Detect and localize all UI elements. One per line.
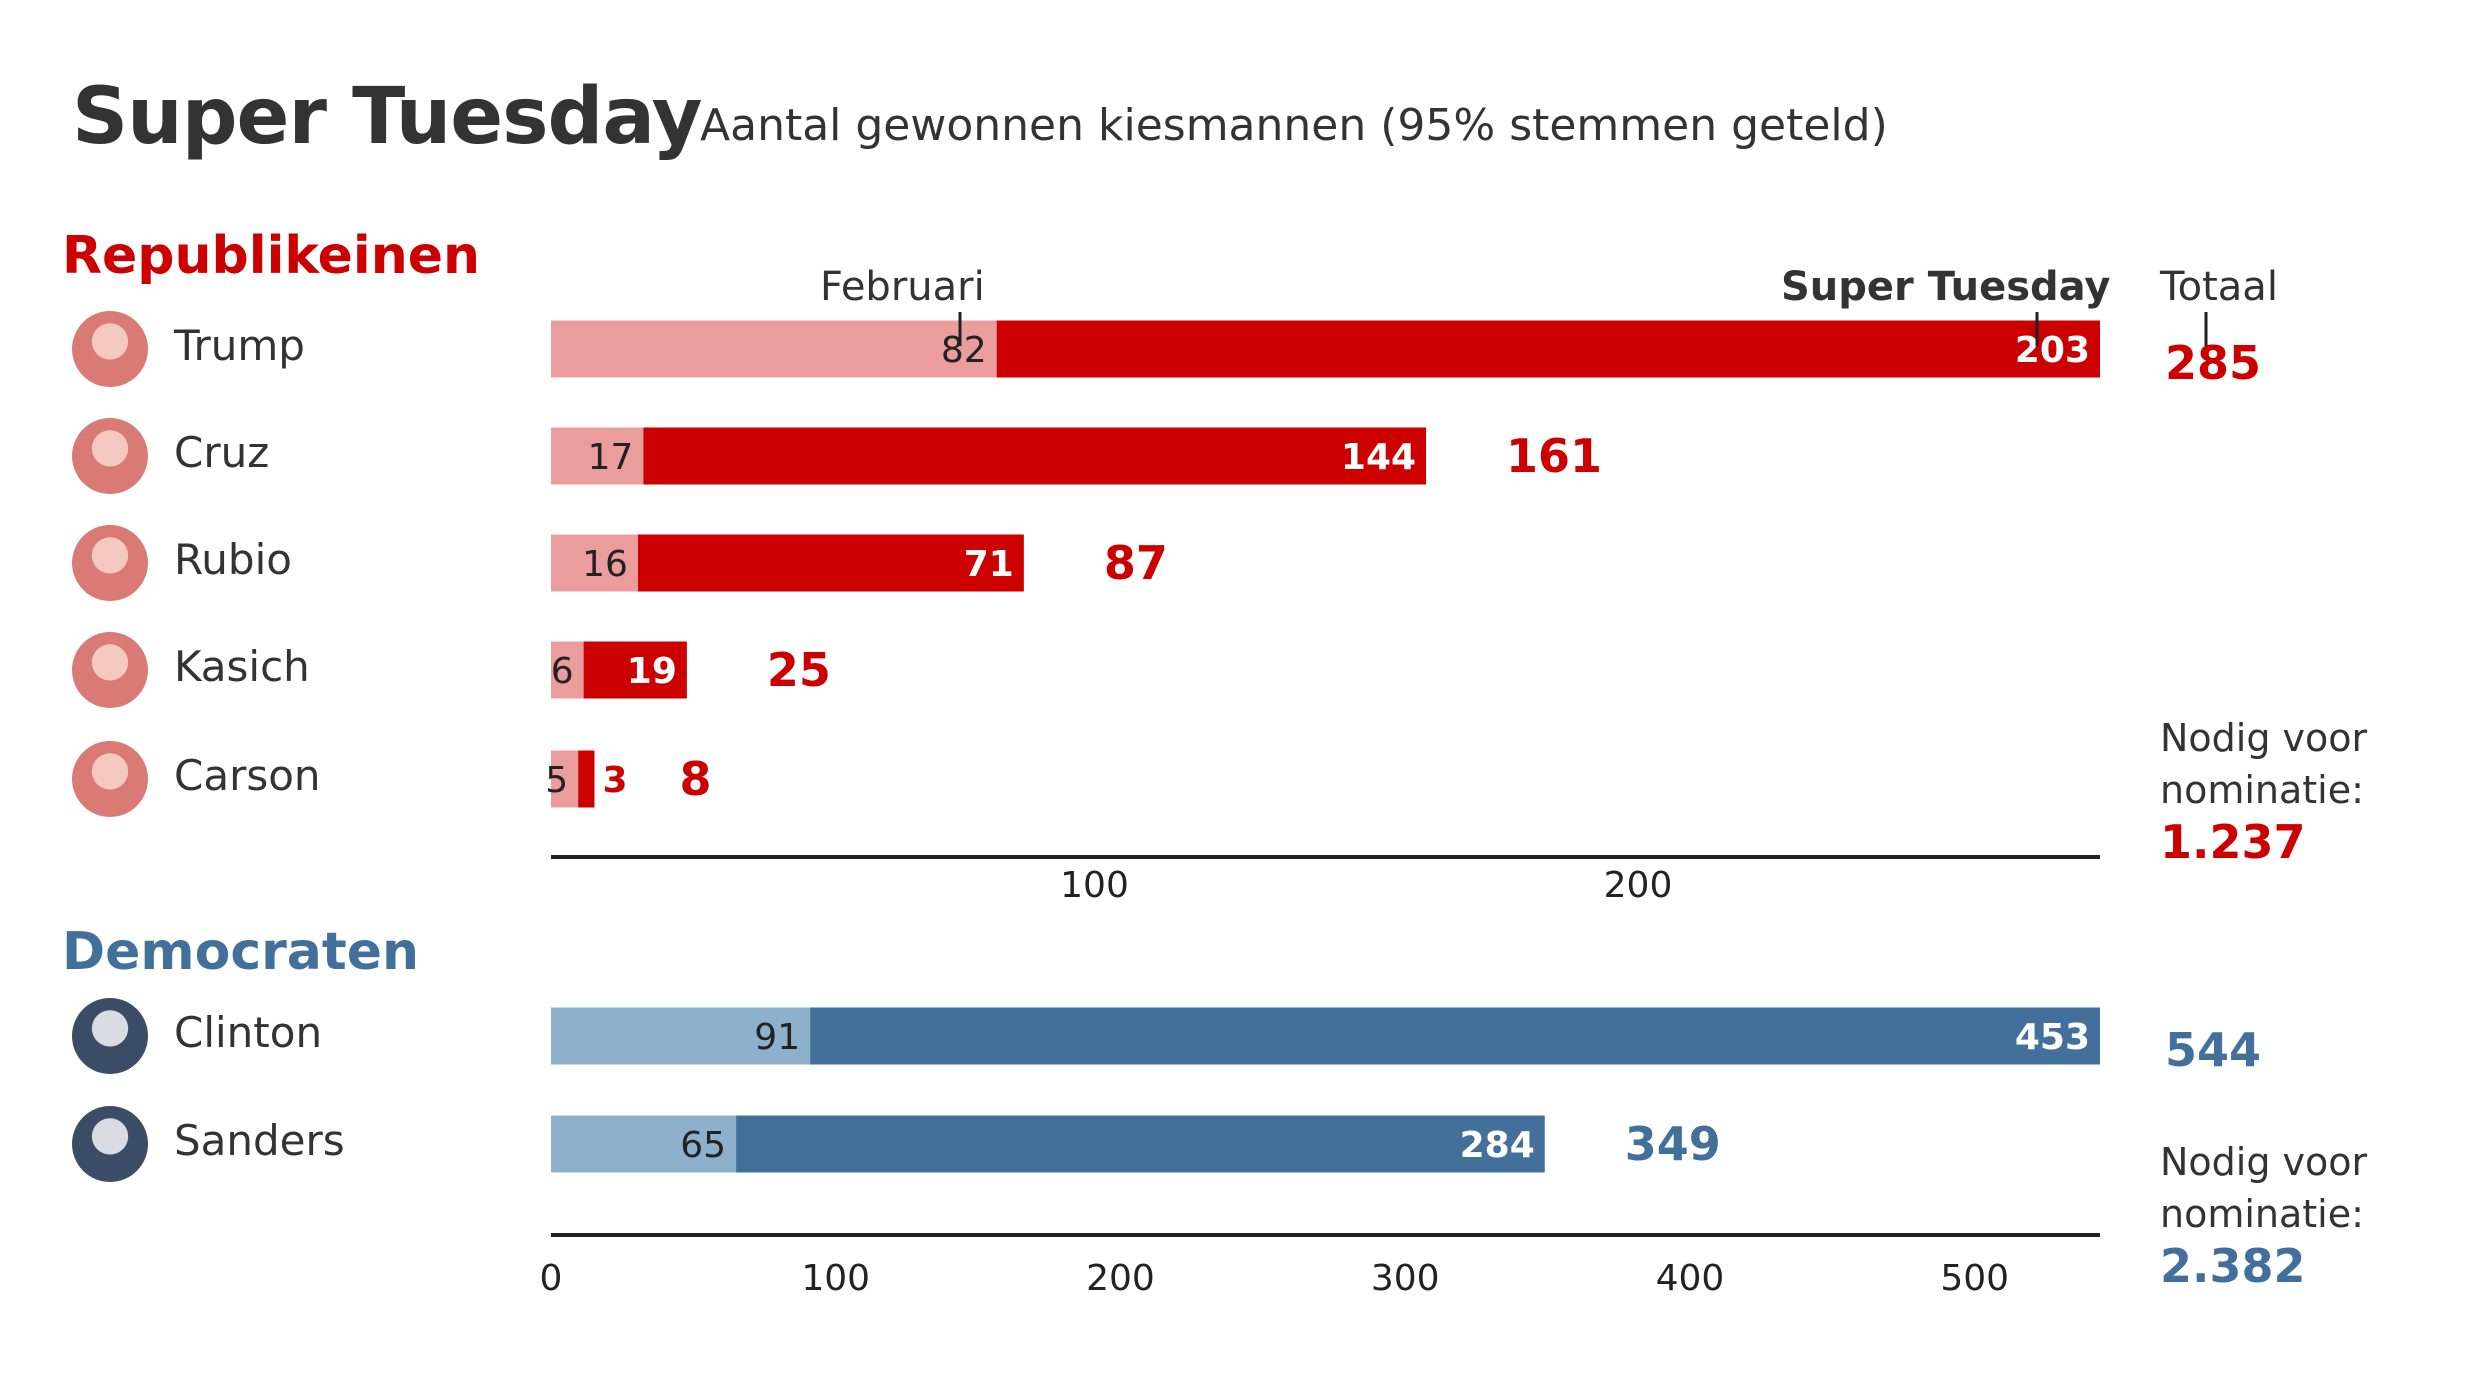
label-total: 8 xyxy=(679,752,711,806)
label-super-tuesday: 19 xyxy=(627,651,677,692)
label-super-tuesday: 284 xyxy=(1460,1125,1535,1166)
super-tuesday-column-label: Super Tuesday xyxy=(1781,264,2111,310)
label-super-tuesday: 453 xyxy=(2015,1017,2090,1058)
bar-super-tuesday xyxy=(996,320,2100,378)
candidate-name: Rubio xyxy=(174,535,292,584)
candidate-avatar xyxy=(72,525,148,601)
needed-label-line1: Nodig voor xyxy=(2160,1140,2368,1184)
bar-februari xyxy=(551,750,579,808)
candidate-name: Trump xyxy=(174,321,305,370)
x-tick-label: 400 xyxy=(1656,1258,1725,1299)
label-total: 25 xyxy=(767,643,831,697)
x-tick-label: 200 xyxy=(1086,1258,1155,1299)
bar-februari xyxy=(551,320,997,378)
needed-label-line1: Nodig voor xyxy=(2160,716,2368,760)
bar-super-tuesday xyxy=(637,534,1024,592)
label-super-tuesday: 71 xyxy=(964,544,1014,585)
needed-label-line2: nominatie: xyxy=(2160,768,2364,812)
bar-super-tuesday xyxy=(736,1115,1545,1173)
bar-februari xyxy=(551,534,638,592)
bar-februari xyxy=(551,641,584,699)
bar-super-tuesday xyxy=(643,427,1427,485)
bar-februari xyxy=(551,427,644,485)
x-tick-label: 0 xyxy=(540,1258,563,1299)
candidate-avatar xyxy=(72,1106,148,1182)
bar-super-tuesday xyxy=(583,641,687,699)
x-tick-label: 100 xyxy=(801,1258,870,1299)
label-total: 285 xyxy=(2165,336,2261,390)
x-tick-label: 500 xyxy=(1940,1258,2009,1299)
republicans-heading: Republikeinen xyxy=(62,226,481,286)
page-subtitle: Aantal gewonnen kiesmannen (95% stemmen … xyxy=(700,100,1888,151)
x-tick-label: 300 xyxy=(1371,1258,1440,1299)
candidate-name: Cruz xyxy=(174,428,270,477)
democrats-needed-value: 2.382 xyxy=(2160,1239,2306,1293)
democrats-heading: Democraten xyxy=(62,922,420,982)
candidate-avatar xyxy=(72,311,148,387)
label-februari: 5 xyxy=(545,760,568,801)
republicans-needed-note: Nodig voor nominatie: 1.237 xyxy=(2160,712,2367,868)
candidate-name: Kasich xyxy=(174,642,310,691)
label-februari: 6 xyxy=(551,651,574,692)
candidate-name: Clinton xyxy=(174,1008,323,1057)
candidate-avatar xyxy=(72,632,148,708)
candidate-avatar xyxy=(72,418,148,494)
candidate-avatar xyxy=(72,741,148,817)
bar-super-tuesday xyxy=(578,750,595,808)
candidate-name: Sanders xyxy=(174,1116,345,1165)
label-super-tuesday: 203 xyxy=(2015,330,2090,371)
total-column-label: Totaal xyxy=(2160,264,2278,310)
candidate-avatar xyxy=(72,998,148,1074)
x-tick-label: 100 xyxy=(1060,865,1129,906)
democrats-needed-note: Nodig voor nominatie: 2.382 xyxy=(2160,1136,2367,1292)
label-super-tuesday: 144 xyxy=(1341,437,1416,478)
bar-super-tuesday xyxy=(810,1007,2101,1065)
label-februari: 17 xyxy=(588,437,634,478)
bar-februari xyxy=(551,1007,811,1065)
label-total: 87 xyxy=(1104,536,1168,590)
label-total: 544 xyxy=(2165,1023,2261,1077)
page-title: Super Tuesday xyxy=(72,72,702,162)
label-total: 349 xyxy=(1625,1117,1721,1171)
february-column-label: Februari xyxy=(820,264,985,310)
label-super-tuesday: 3 xyxy=(602,760,627,801)
label-februari: 82 xyxy=(941,330,987,371)
republicans-needed-value: 1.237 xyxy=(2160,815,2306,869)
label-februari: 16 xyxy=(582,544,628,585)
needed-label-line2: nominatie: xyxy=(2160,1192,2364,1236)
bar-februari xyxy=(551,1115,737,1173)
label-total: 161 xyxy=(1506,429,1602,483)
candidate-name: Carson xyxy=(174,751,321,800)
label-februari: 65 xyxy=(680,1125,726,1166)
x-tick-label: 200 xyxy=(1604,865,1673,906)
label-februari: 91 xyxy=(754,1017,800,1058)
